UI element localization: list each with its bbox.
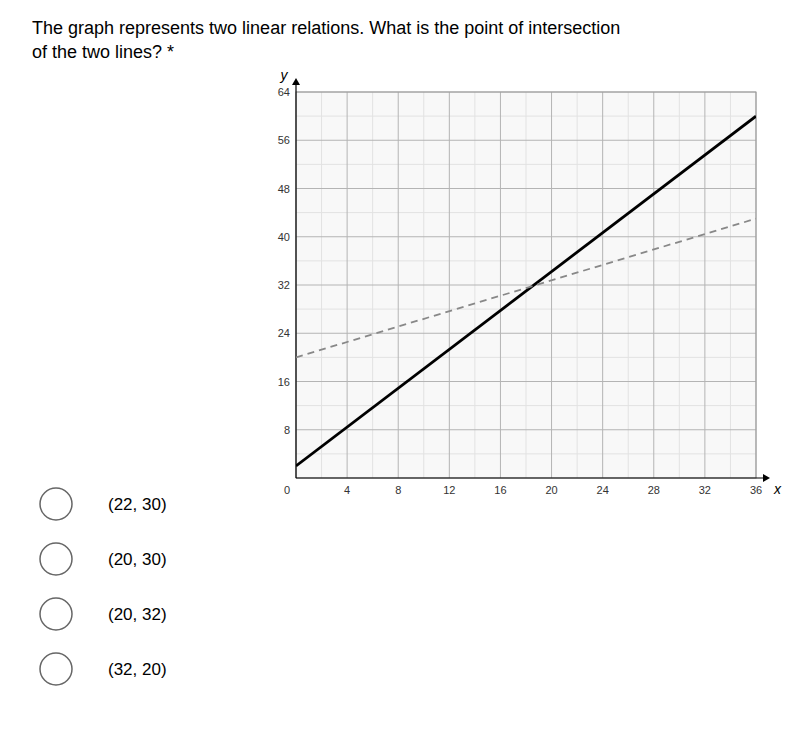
grid-line [296, 381, 756, 382]
line [296, 116, 756, 466]
grid-line [296, 236, 756, 237]
y-axis-arrow [292, 78, 300, 85]
radio-button[interactable] [40, 543, 72, 575]
radio-button[interactable] [40, 488, 72, 520]
plot-background [296, 92, 756, 478]
minor-grid-line [296, 164, 756, 165]
grid-line [296, 285, 756, 286]
x-axis [296, 477, 768, 478]
y-tick-label: 24 [278, 327, 290, 339]
line [296, 219, 756, 358]
minor-grid [296, 92, 756, 478]
minor-grid-line [296, 405, 756, 406]
x-tick-label: 16 [494, 484, 506, 496]
x-tick-label: 32 [699, 484, 711, 496]
y-tick-label: 32 [278, 279, 290, 291]
radio-button[interactable] [40, 598, 72, 630]
lines [296, 116, 756, 466]
choice-label[interactable]: (22, 30) [108, 495, 167, 514]
x-tick-label: 12 [443, 484, 455, 496]
minor-grid-line [296, 357, 756, 358]
minor-grid-line [296, 212, 756, 213]
axes [292, 78, 770, 482]
y-axis-label: y [280, 67, 289, 83]
y-tick-label: 8 [284, 424, 290, 436]
y-tick-label: 64 [278, 86, 290, 98]
x-tick-label: 20 [545, 484, 557, 496]
minor-grid-line [296, 309, 756, 310]
x-tick-label: 4 [344, 484, 350, 496]
y-tick-label: 40 [278, 231, 290, 243]
plot-frame [296, 92, 756, 478]
grid-line [296, 429, 756, 430]
minor-grid-line [296, 260, 756, 261]
y-tick-label: 56 [278, 134, 290, 146]
title: The graph represents two linear relation… [32, 18, 620, 38]
choice-label[interactable]: (20, 32) [108, 605, 167, 624]
minor-grid-line [296, 116, 756, 117]
title: of the two lines? * [32, 42, 174, 62]
choice-label[interactable]: (20, 30) [108, 550, 167, 569]
grid-line [296, 333, 756, 334]
x-axis-label: x [773, 481, 782, 497]
grid-line [296, 140, 756, 141]
minor-grid-line [296, 453, 756, 454]
x-tick-label: 24 [597, 484, 609, 496]
y-tick-label: 48 [278, 183, 290, 195]
grid-line [296, 188, 756, 189]
choice-label[interactable]: (32, 20) [108, 660, 167, 679]
chart: The graph represents two linear relation… [0, 0, 800, 730]
y-tick-label: 16 [278, 376, 290, 388]
x-tick-label: 36 [750, 484, 762, 496]
x-tick-label: 8 [395, 484, 401, 496]
y-axis [295, 80, 296, 478]
origin-label: 0 [284, 484, 290, 496]
x-axis-arrow [763, 474, 770, 482]
radio-button[interactable] [40, 653, 72, 685]
x-tick-label: 28 [648, 484, 660, 496]
major-grid [296, 92, 756, 478]
